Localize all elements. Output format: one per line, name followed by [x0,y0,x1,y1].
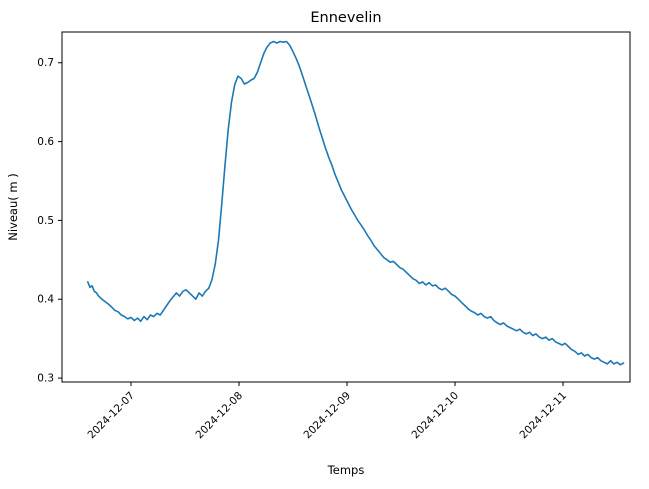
y-axis-ticks: 0.3 0.4 0.5 0.6 0.7 [37,57,62,385]
chart-title: Ennevelin [310,10,381,26]
y-tick-label: 0.5 [37,215,54,227]
x-tick-label: 2024-12-09 [302,390,354,442]
x-tick-label: 2024-12-10 [410,390,462,442]
y-tick-label: 0.4 [37,294,54,306]
x-axis-label: Temps [327,463,365,477]
plot-area-border [61,31,631,383]
x-tick-label: 2024-12-07 [85,390,137,442]
y-tick-label: 0.6 [37,136,54,148]
y-axis-label: Niveau( m ) [6,173,20,241]
x-axis-ticks: 2024-12-07 2024-12-08 2024-12-09 2024-12-10… [85,382,569,441]
x-tick-label: 2024-12-08 [194,390,246,442]
x-tick-label: 2024-12-11 [518,390,570,442]
y-tick-label: 0.3 [37,373,54,385]
y-tick-label: 0.7 [37,57,54,69]
water-level-series-line [87,40,625,366]
